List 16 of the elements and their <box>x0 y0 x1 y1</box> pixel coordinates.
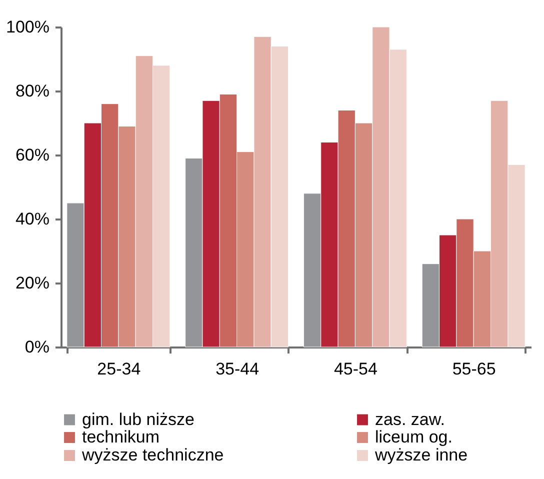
y-tick-label: 100% <box>6 18 50 36</box>
y-tick-label: 40% <box>15 210 50 228</box>
legend-label: technikum <box>82 428 160 446</box>
legend-label: wyższe inne <box>374 446 468 464</box>
y-tick-label: 80% <box>15 82 50 100</box>
x-tick-label: 55-65 <box>452 360 496 378</box>
legend-label: wyższe techniczne <box>81 446 224 464</box>
legend-label: gim. lub niższe <box>82 410 194 429</box>
x-tick-label: 45-54 <box>334 360 378 378</box>
x-tick-label: 35-44 <box>216 360 260 378</box>
legend-label: liceum og. <box>375 428 452 446</box>
x-tick-label: 25-34 <box>97 360 141 378</box>
legend-label: zas. zaw. <box>375 410 445 429</box>
y-tick-label: 20% <box>15 274 50 292</box>
y-tick-label: 60% <box>15 146 50 164</box>
y-tick-label: 0% <box>24 338 50 356</box>
